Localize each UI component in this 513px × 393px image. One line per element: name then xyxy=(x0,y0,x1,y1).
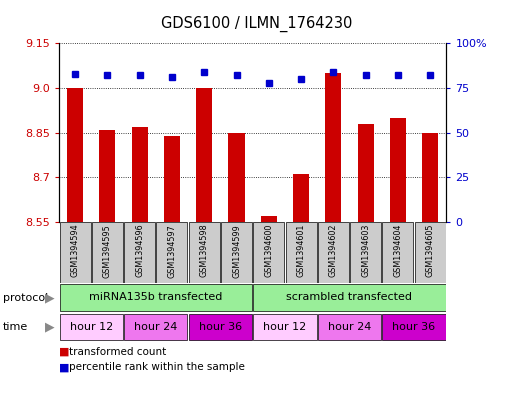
Text: miRNA135b transfected: miRNA135b transfected xyxy=(89,292,223,302)
Bar xyxy=(253,285,446,311)
Text: GDS6100 / ILMN_1764230: GDS6100 / ILMN_1764230 xyxy=(161,16,352,32)
Text: GSM1394598: GSM1394598 xyxy=(200,224,209,277)
Text: GSM1394600: GSM1394600 xyxy=(264,224,273,277)
Bar xyxy=(318,222,349,283)
Bar xyxy=(124,314,187,340)
Text: GSM1394605: GSM1394605 xyxy=(426,224,435,277)
Bar xyxy=(228,133,245,222)
Bar xyxy=(189,222,220,283)
Bar xyxy=(196,88,212,222)
Bar xyxy=(60,222,91,283)
Bar xyxy=(382,222,413,283)
Bar xyxy=(415,222,446,283)
Bar xyxy=(358,124,373,222)
Text: GSM1394599: GSM1394599 xyxy=(232,224,241,277)
Bar xyxy=(124,222,155,283)
Bar xyxy=(382,314,446,340)
Text: GSM1394604: GSM1394604 xyxy=(393,224,402,277)
Bar xyxy=(422,133,438,222)
Text: protocol: protocol xyxy=(3,293,48,303)
Text: percentile rank within the sample: percentile rank within the sample xyxy=(69,362,245,373)
Bar xyxy=(164,136,180,222)
Text: hour 36: hour 36 xyxy=(199,321,242,332)
Text: ▶: ▶ xyxy=(46,321,55,334)
Bar xyxy=(325,73,342,222)
Bar xyxy=(92,222,123,283)
Bar xyxy=(293,174,309,222)
Bar xyxy=(318,314,381,340)
Text: GSM1394602: GSM1394602 xyxy=(329,224,338,277)
Bar xyxy=(156,222,187,283)
Bar xyxy=(221,222,252,283)
Bar xyxy=(189,314,252,340)
Bar xyxy=(286,222,317,283)
Text: hour 12: hour 12 xyxy=(70,321,113,332)
Text: transformed count: transformed count xyxy=(69,347,167,357)
Text: ■: ■ xyxy=(59,347,69,357)
Bar xyxy=(60,285,252,311)
Text: GSM1394597: GSM1394597 xyxy=(167,224,176,277)
Text: scrambled transfected: scrambled transfected xyxy=(286,292,412,302)
Bar xyxy=(67,88,83,222)
Text: hour 36: hour 36 xyxy=(392,321,436,332)
Text: ■: ■ xyxy=(59,362,69,373)
Bar xyxy=(60,314,123,340)
Bar xyxy=(100,130,115,222)
Text: GSM1394601: GSM1394601 xyxy=(297,224,306,277)
Text: time: time xyxy=(3,322,28,332)
Text: GSM1394596: GSM1394596 xyxy=(135,224,144,277)
Bar xyxy=(350,222,381,283)
Bar xyxy=(261,216,277,222)
Text: hour 12: hour 12 xyxy=(263,321,307,332)
Bar xyxy=(253,222,284,283)
Text: hour 24: hour 24 xyxy=(134,321,177,332)
Text: GSM1394594: GSM1394594 xyxy=(71,224,80,277)
Text: ▶: ▶ xyxy=(46,291,55,304)
Text: GSM1394603: GSM1394603 xyxy=(361,224,370,277)
Text: GSM1394595: GSM1394595 xyxy=(103,224,112,277)
Bar xyxy=(253,314,317,340)
Bar xyxy=(390,118,406,222)
Bar xyxy=(132,127,148,222)
Text: hour 24: hour 24 xyxy=(328,321,371,332)
